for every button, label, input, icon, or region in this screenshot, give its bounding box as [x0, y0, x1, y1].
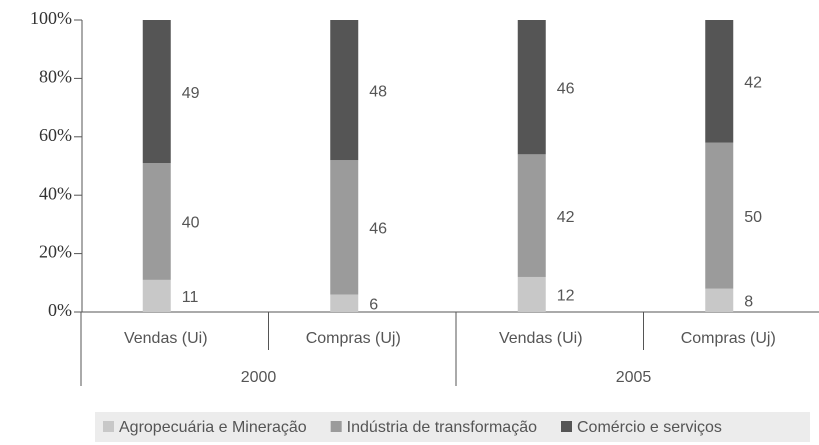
bar-segment — [330, 160, 359, 295]
value-label: 11 — [182, 289, 199, 306]
value-label: 46 — [557, 80, 575, 97]
bar-segment — [142, 279, 171, 312]
y-tick-label: 40% — [39, 183, 72, 203]
value-label: 42 — [557, 209, 575, 226]
value-label: 46 — [369, 221, 387, 238]
legend-swatch — [561, 421, 572, 432]
value-label: 50 — [744, 209, 762, 226]
bar-segment — [330, 20, 359, 161]
y-tick-label: 100% — [30, 8, 72, 28]
value-label: 49 — [182, 85, 200, 102]
y-tick-label: 60% — [39, 125, 72, 145]
bar-segment — [705, 20, 734, 143]
value-label: 6 — [369, 296, 378, 313]
value-label: 40 — [182, 215, 200, 232]
x-tick-label: Vendas (Ui) — [499, 330, 583, 347]
x-tick-label: Compras (Uj) — [681, 330, 776, 347]
legend-label: Indústria de transformação — [347, 419, 537, 436]
value-label: 48 — [369, 83, 387, 100]
bar-segment — [142, 163, 171, 280]
legend-swatch — [330, 421, 342, 432]
bar-segment — [517, 154, 546, 277]
value-label: 12 — [557, 288, 575, 305]
group-label: 2005 — [616, 369, 652, 386]
x-tick-label: Compras (Uj) — [306, 330, 401, 347]
group-label: 2000 — [241, 369, 277, 386]
bar-segment — [705, 288, 734, 312]
y-tick-label: 0% — [48, 300, 72, 320]
legend-label: Agropecuária e Mineração — [119, 419, 307, 436]
value-label: 8 — [744, 294, 753, 311]
bar-segment — [705, 142, 734, 289]
y-tick-label: 80% — [39, 67, 72, 87]
legend-swatch — [103, 421, 114, 432]
bar-segment — [330, 294, 359, 312]
legend-label: Comércio e serviços — [577, 419, 722, 436]
bar-segment — [517, 20, 546, 155]
value-label: 42 — [744, 75, 762, 92]
x-tick-label: Vendas (Ui) — [124, 330, 208, 347]
bar-segment — [517, 276, 546, 312]
bar-segment — [142, 20, 171, 164]
legend-background — [95, 412, 810, 442]
y-tick-label: 20% — [39, 242, 72, 262]
